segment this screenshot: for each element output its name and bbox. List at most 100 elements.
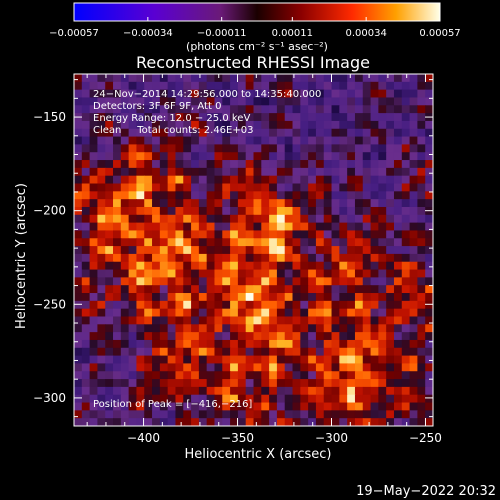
heatmap-pixel xyxy=(284,222,294,232)
heatmap-pixel xyxy=(230,410,239,419)
heatmap-pixel xyxy=(214,386,223,396)
heatmap-pixel xyxy=(214,339,223,349)
heatmap-pixel xyxy=(261,89,270,99)
heatmap-pixel xyxy=(222,339,231,349)
heatmap-pixel xyxy=(144,355,153,365)
heatmap-pixel xyxy=(300,246,309,255)
heatmap-pixel xyxy=(113,293,122,302)
heatmap-pixel xyxy=(425,300,433,310)
heatmap-pixel xyxy=(347,230,356,239)
heatmap-pixel xyxy=(425,175,433,185)
heatmap-pixel xyxy=(323,394,333,404)
heatmap-pixel xyxy=(409,230,418,239)
heatmap-pixel xyxy=(378,183,387,192)
heatmap-pixel xyxy=(362,136,372,145)
heatmap-pixel xyxy=(261,394,270,404)
heatmap-pixel xyxy=(81,97,91,106)
heatmap-pixel xyxy=(417,253,426,263)
heatmap-pixel xyxy=(386,300,395,310)
heatmap-pixel xyxy=(167,214,177,224)
heatmap-pixel xyxy=(113,308,122,318)
heatmap-pixel xyxy=(300,339,309,349)
heatmap-pixel xyxy=(425,238,433,247)
heatmap-pixel xyxy=(128,74,138,83)
heatmap-pixel xyxy=(144,371,153,380)
heatmap-pixel xyxy=(417,347,426,357)
heatmap-pixel xyxy=(89,136,99,145)
heatmap-pixel xyxy=(198,277,208,286)
heatmap-pixel xyxy=(253,347,262,357)
heatmap-pixel xyxy=(386,214,395,224)
heatmap-pixel xyxy=(136,316,145,325)
heatmap-pixel xyxy=(74,175,83,185)
heatmap-pixel xyxy=(253,199,262,208)
heatmap-pixel xyxy=(97,199,106,208)
heatmap-pixel xyxy=(323,230,333,239)
heatmap-pixel xyxy=(253,316,262,325)
heatmap-pixel xyxy=(245,152,255,161)
heatmap-pixel xyxy=(191,246,200,255)
heatmap-pixel xyxy=(74,191,83,200)
heatmap-pixel xyxy=(152,410,161,419)
heatmap-pixel xyxy=(292,402,301,411)
heatmap-pixel xyxy=(191,128,200,138)
heatmap-pixel xyxy=(167,410,177,419)
heatmap-pixel xyxy=(354,394,364,404)
heatmap-pixel xyxy=(167,386,177,396)
heatmap-pixel xyxy=(393,285,403,294)
heatmap-pixel xyxy=(191,144,200,153)
heatmap-pixel xyxy=(105,175,114,185)
heatmap-pixel xyxy=(308,144,317,153)
heatmap-pixel xyxy=(206,300,216,310)
heatmap-pixel xyxy=(245,285,255,294)
heatmap-pixel xyxy=(401,167,411,177)
heatmap-pixel xyxy=(183,332,192,341)
heatmap-pixel xyxy=(315,308,325,318)
heatmap-pixel xyxy=(183,277,192,286)
heatmap-pixel xyxy=(331,386,340,396)
heatmap-pixel xyxy=(331,347,340,357)
heatmap-pixel xyxy=(237,253,247,263)
heatmap-pixel xyxy=(152,300,161,310)
heatmap-pixel xyxy=(152,394,161,404)
heatmap-pixel xyxy=(74,332,83,341)
heatmap-pixel xyxy=(222,269,231,278)
heatmap-pixel xyxy=(74,238,83,247)
heatmap-pixel xyxy=(183,206,192,216)
heatmap-pixel xyxy=(378,222,387,232)
heatmap-pixel xyxy=(206,339,216,349)
heatmap-pixel xyxy=(97,183,106,192)
heatmap-pixel xyxy=(198,206,208,216)
heatmap-pixel xyxy=(315,152,325,161)
heatmap-pixel xyxy=(245,230,255,239)
heatmap-pixel xyxy=(175,363,184,372)
heatmap-pixel xyxy=(269,269,278,278)
heatmap-pixel xyxy=(97,214,106,224)
heatmap-pixel xyxy=(113,410,122,419)
heatmap-pixel xyxy=(206,332,216,341)
heatmap-pixel xyxy=(81,347,91,357)
colorbar-gradient xyxy=(73,2,441,22)
heatmap-pixel xyxy=(183,167,192,177)
heatmap-pixel xyxy=(237,136,247,145)
heatmap-pixel xyxy=(409,191,418,200)
heatmap-pixel xyxy=(120,253,130,263)
heatmap-pixel xyxy=(323,308,333,318)
heatmap-pixel xyxy=(206,277,216,286)
heatmap-pixel xyxy=(128,371,138,380)
heatmap-pixel xyxy=(308,160,317,169)
heatmap-pixel xyxy=(175,246,184,255)
heatmap-pixel xyxy=(425,363,433,372)
heatmap-pixel xyxy=(175,167,184,177)
heatmap-pixel xyxy=(386,269,395,278)
heatmap-pixel xyxy=(370,253,379,263)
heatmap-pixel xyxy=(253,230,262,239)
heatmap-pixel xyxy=(417,308,426,318)
heatmap-pixel xyxy=(393,183,403,192)
heatmap-pixel xyxy=(159,74,169,83)
heatmap-pixel xyxy=(354,238,364,247)
heatmap-pixel xyxy=(97,402,106,411)
heatmap-pixel xyxy=(214,246,223,255)
heatmap-pixel xyxy=(144,113,153,122)
x-tick-label: −400 xyxy=(127,431,160,445)
